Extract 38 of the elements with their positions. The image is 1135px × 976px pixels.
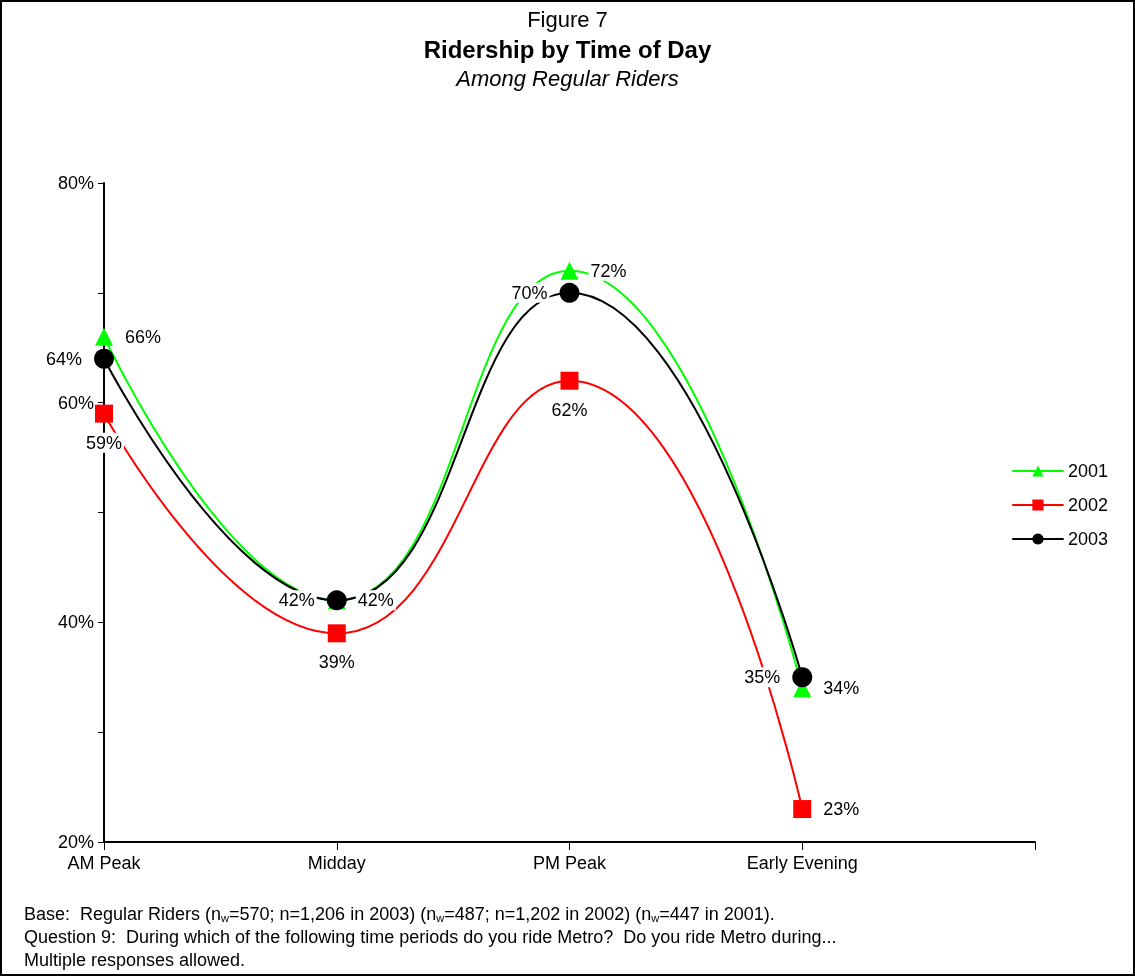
legend-label: 2001	[1067, 461, 1108, 481]
point	[95, 404, 113, 423]
caption: Figure 7	[527, 6, 608, 32]
text: Multiple responses allowed.	[24, 950, 246, 970]
point	[94, 348, 114, 369]
data-label: 70%	[511, 282, 548, 303]
data-label: 34%	[823, 678, 860, 699]
data-label: 72%	[590, 260, 627, 281]
x-tick-label: Midday	[307, 853, 366, 873]
data-label: 64%	[45, 348, 82, 369]
data-label: 62%	[551, 399, 588, 420]
data-label: 35%	[744, 667, 781, 688]
text: Base: Regular Riders (nw=570; n=1,206 in 2003) (nw=487; n=1,202 in 2002) (nw=447 in 2001).	[24, 904, 775, 924]
legend-label: 2002	[1067, 495, 1108, 515]
point	[559, 282, 580, 303]
legend-label: 2003	[1067, 529, 1108, 549]
data-label: 23%	[823, 799, 860, 820]
y-tick-label: 80%	[57, 173, 94, 193]
x-tick-label: AM Peak	[67, 853, 142, 873]
data-label: 42%	[278, 590, 315, 611]
data-label: 39%	[318, 652, 355, 673]
point	[327, 624, 346, 643]
data-label: 59%	[85, 432, 123, 453]
point	[792, 667, 813, 688]
data-label: 66%	[125, 326, 162, 347]
point	[793, 800, 812, 819]
y-tick-label: 40%	[57, 612, 94, 633]
point	[560, 261, 579, 280]
chart-title: Ridership by Time of Day	[423, 35, 712, 63]
data-label: 42%	[357, 590, 394, 611]
point	[560, 371, 579, 390]
x-tick-label: Early Evening	[746, 853, 858, 873]
x-tick-label: PM Peak	[532, 853, 608, 873]
text: Question 9: During which of the following time periods do you ride Metro? Do you ride Metro during...	[24, 927, 837, 947]
y-tick-label: 60%	[57, 392, 94, 413]
chart-subtitle: Among Regular Riders	[454, 65, 679, 91]
point	[95, 327, 113, 346]
y-tick-label: 20%	[57, 832, 94, 852]
